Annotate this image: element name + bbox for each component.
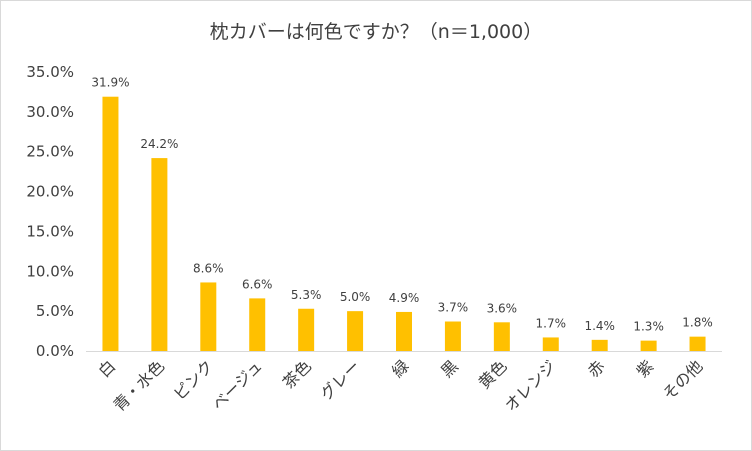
category-label: 茶色 <box>279 356 315 392</box>
bar <box>493 322 510 351</box>
bar <box>200 282 217 351</box>
category-label: その他 <box>659 356 706 403</box>
y-tick-label: 25.0% <box>26 143 74 161</box>
category-label: 黄色 <box>475 356 511 392</box>
category-label: 白 <box>95 356 120 381</box>
y-tick-label: 35.0% <box>26 63 74 81</box>
y-tick-label: 15.0% <box>26 222 74 240</box>
category-label: 紫 <box>633 356 658 381</box>
y-tick-label: 0.0% <box>36 342 74 360</box>
category-label: ピンク <box>170 356 217 403</box>
data-label: 3.7% <box>438 301 469 315</box>
y-tick-label: 30.0% <box>26 103 74 121</box>
data-label: 8.6% <box>193 261 224 275</box>
bar <box>591 339 608 351</box>
data-label: 3.6% <box>487 301 518 315</box>
y-axis: 0.0% 5.0% 10.0% 15.0% 20.0% 25.0% 30.0% 35.0% <box>26 63 74 360</box>
bar <box>347 311 364 351</box>
category-label: 緑 <box>388 356 413 381</box>
x-axis: 白青・水色 ピンクベージュ 茶色 グレー緑黒黄色オレンジ赤紫その他 <box>86 351 722 415</box>
bars <box>102 96 706 351</box>
y-tick-label: 10.0% <box>26 262 74 280</box>
bar <box>249 298 266 351</box>
data-label: 31.9% <box>91 76 129 90</box>
y-tick-label: 20.0% <box>26 183 74 201</box>
bar <box>151 158 168 351</box>
category-label: グレー <box>317 356 364 403</box>
data-label: 24.2% <box>140 137 178 151</box>
chart-title: 枕カバーは何色ですか？（n＝1,000） <box>209 21 543 43</box>
category-label: 黒 <box>437 356 462 381</box>
data-label: 1.4% <box>584 319 615 333</box>
data-label: 4.9% <box>389 291 420 305</box>
category-label: 青・水色 <box>110 356 169 415</box>
data-label: 6.6% <box>242 277 273 291</box>
bar <box>689 336 706 351</box>
bar <box>444 321 461 351</box>
bar <box>298 308 315 351</box>
category-label: 赤 <box>584 356 609 381</box>
category-label: ベージュ <box>208 356 266 414</box>
data-label: 1.7% <box>536 316 567 330</box>
category-label: オレンジ <box>501 356 560 415</box>
bar <box>640 340 657 351</box>
y-tick-label: 5.0% <box>36 302 74 320</box>
data-label: 5.3% <box>291 288 322 302</box>
data-labels: 31.9% 24.2% 8.6% 6.6% 5.3% 5.0% 4.9% 3.7% 3.6% 1.… <box>91 76 712 334</box>
bar <box>542 337 559 351</box>
data-label: 5.0% <box>340 290 371 304</box>
bar <box>102 96 119 351</box>
data-label: 1.3% <box>633 320 664 334</box>
bar <box>396 311 412 351</box>
data-label: 1.8% <box>682 316 713 330</box>
